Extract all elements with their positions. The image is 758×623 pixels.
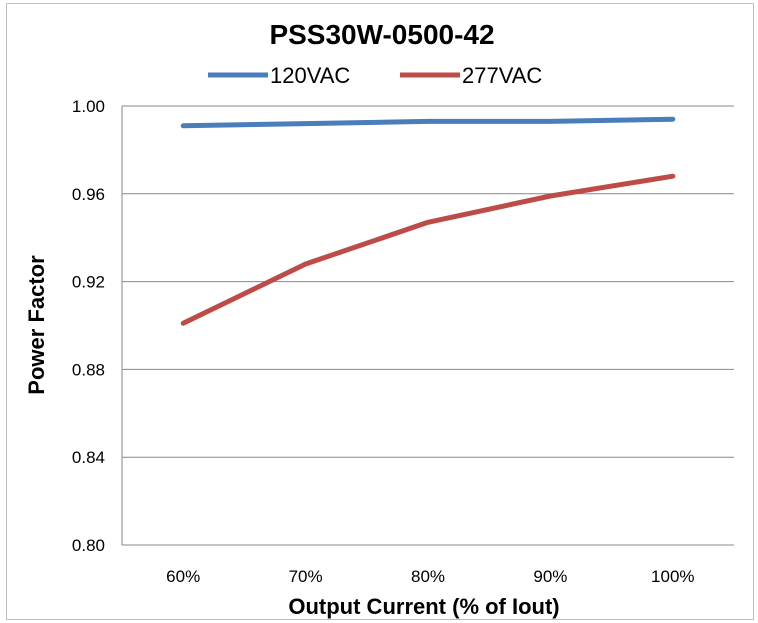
y-tick-label: 0.96 — [72, 185, 105, 204]
chart-title: PSS30W-0500-42 — [269, 19, 494, 50]
x-tick-label: 60% — [166, 567, 200, 586]
y-tick-label: 0.92 — [72, 273, 105, 292]
y-tick-label: 0.80 — [72, 536, 105, 555]
x-tick-label: 90% — [533, 567, 567, 586]
y-axis-title: Power Factor — [24, 255, 49, 395]
legend-label-277vac: 277VAC — [462, 63, 542, 88]
x-tick-label: 100% — [651, 567, 694, 586]
legend: 120VAC 277VAC — [208, 63, 542, 88]
y-tick-label: 1.00 — [72, 97, 105, 116]
series-lines — [180, 116, 676, 326]
y-tick-label: 0.88 — [72, 360, 105, 379]
x-tick-label: 70% — [289, 567, 323, 586]
gridlines — [121, 105, 734, 546]
series-line-120vac — [180, 116, 676, 129]
series-line-277vac — [180, 173, 676, 326]
y-tick-label: 0.84 — [72, 448, 105, 467]
y-axis-ticks: 0.80 0.84 0.88 0.92 0.96 1.00 — [72, 97, 105, 555]
x-tick-label: 80% — [411, 567, 445, 586]
x-axis-ticks: 60% 70% 80% 90% 100% — [166, 567, 694, 586]
x-axis-title: Output Current (% of Iout) — [288, 594, 559, 619]
legend-label-120vac: 120VAC — [270, 63, 350, 88]
